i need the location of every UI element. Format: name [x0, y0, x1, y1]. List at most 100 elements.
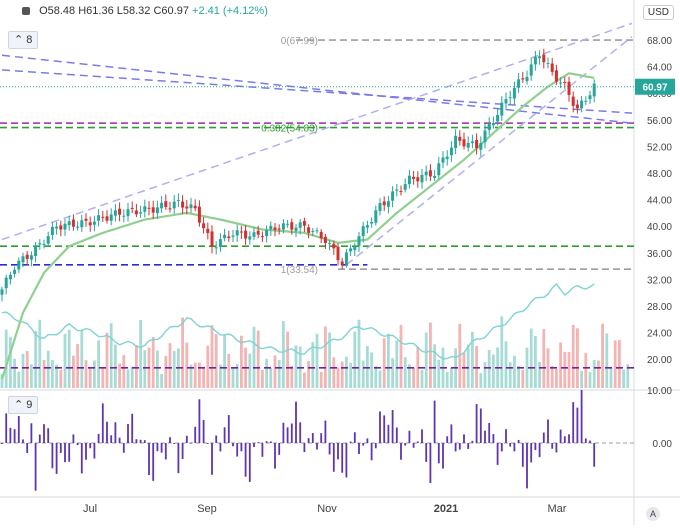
oscillator-bar: [160, 443, 163, 453]
volume-bar: [550, 366, 554, 388]
price-tick-label: 64.00: [647, 63, 672, 74]
oscillator-bar: [101, 403, 104, 443]
volume-bar: [324, 326, 327, 388]
volume-bar: [420, 369, 424, 388]
volume-bar: [307, 361, 310, 388]
candle-body: [382, 201, 386, 206]
oscillator-bar: [517, 439, 520, 443]
candle-body: [483, 130, 487, 143]
candle-body: [118, 208, 122, 215]
volume-bar: [101, 367, 105, 388]
volume-bar: [13, 358, 16, 388]
volume-bar: [517, 365, 520, 388]
candle-body: [88, 222, 92, 226]
volume-bar: [479, 373, 483, 388]
oscillator-bar: [85, 443, 87, 460]
volume-bar: [525, 347, 529, 388]
candle-body: [277, 228, 281, 230]
oscillator-bar: [400, 443, 402, 460]
oscillator-bar: [563, 436, 566, 443]
candle-body: [59, 225, 63, 230]
volume-bar: [223, 334, 226, 388]
candle-body: [185, 206, 189, 209]
candle-body: [542, 54, 546, 63]
oscillator-bar: [223, 427, 226, 443]
trend-line: [1, 69, 633, 114]
oscillator-bar: [211, 443, 213, 475]
oscillator-bar: [391, 410, 394, 443]
volume-bar: [399, 324, 403, 388]
volume-bar: [378, 370, 382, 388]
candle-body: [580, 100, 584, 109]
candle-body: [592, 83, 596, 97]
oscillator-bar: [593, 443, 596, 467]
candle-body: [256, 230, 260, 235]
oscillator-bar: [118, 437, 121, 443]
candle-body: [445, 156, 449, 160]
volume-bar: [72, 355, 75, 388]
volume-bar: [391, 358, 394, 388]
volume-bar: [571, 324, 575, 388]
volume-bar: [471, 331, 474, 388]
volume-bar: [315, 333, 319, 388]
oscillator-bar: [484, 430, 486, 443]
candle-body: [487, 123, 491, 131]
volume-bar: [214, 333, 218, 388]
oscillator-bar: [43, 424, 45, 443]
volume-bar: [206, 345, 210, 388]
moving-average-line: [0, 72, 595, 380]
chevron-up-icon: ⌃: [14, 34, 24, 46]
candle-body: [344, 252, 348, 265]
volume-bar: [353, 331, 357, 388]
volume-bar: [4, 329, 8, 388]
volume-bar: [235, 364, 239, 388]
oscillator-bar: [429, 443, 432, 483]
volume-bar: [332, 357, 336, 388]
auto-scale-button[interactable]: A: [646, 507, 660, 521]
candle-body: [357, 236, 361, 246]
candle-body: [13, 269, 17, 274]
volume-bar: [193, 362, 197, 388]
oscillator-bar: [471, 440, 474, 443]
oscillator-bar: [219, 443, 222, 452]
oscillator-bar: [454, 443, 457, 452]
volume-bar: [513, 355, 516, 388]
candle-body: [50, 226, 54, 236]
oscillator-bar: [374, 443, 377, 449]
level-label: 1(33.54): [281, 265, 318, 276]
oscillator-bar: [51, 443, 54, 469]
candle-body: [525, 76, 529, 82]
volume-bar: [30, 364, 33, 388]
volume-bar: [508, 362, 512, 388]
candle-body: [189, 204, 193, 209]
volume-bar: [319, 371, 323, 388]
candle-body: [546, 63, 550, 65]
osc-badge-count: 9: [26, 399, 33, 411]
oscillator-bar: [127, 424, 129, 443]
oscillator-bar: [34, 443, 37, 491]
candle-body: [420, 174, 424, 183]
oscillator-bar: [17, 416, 20, 443]
volume-bar: [618, 340, 621, 388]
oscillator-badge[interactable]: ⌃ 9: [8, 396, 39, 414]
currency-button[interactable]: USD: [642, 5, 674, 20]
candle-body: [559, 82, 563, 84]
volume-bar: [395, 340, 399, 388]
oscillator-bar: [22, 439, 24, 443]
oscillator-bar: [169, 437, 171, 443]
candle-body: [433, 175, 437, 178]
candle-body: [470, 141, 474, 143]
volume-bar: [588, 372, 592, 388]
volume-bar: [109, 323, 113, 388]
candle-body: [92, 221, 96, 225]
volume-bar: [311, 342, 315, 388]
volume-bar: [21, 353, 25, 388]
oscillator-bar: [341, 443, 344, 473]
main-indicator-badge[interactable]: ⌃ 8: [8, 31, 39, 49]
candle-body: [206, 228, 210, 234]
volume-bar: [340, 361, 344, 388]
volume-bar: [597, 360, 600, 388]
